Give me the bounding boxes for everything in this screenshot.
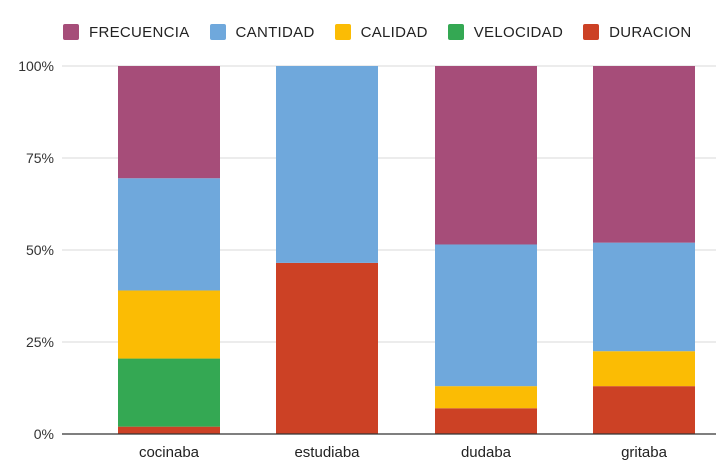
x-tick-label: cocinaba <box>139 444 200 461</box>
bar-dudaba-calidad[interactable] <box>435 386 537 409</box>
legend-label: DURACION <box>609 23 692 41</box>
y-tick-label: 75% <box>26 150 54 166</box>
bar-estudiaba-duracion[interactable] <box>276 262 378 434</box>
legend-label: CANTIDAD <box>235 23 315 41</box>
bar-cocinaba-cantidad[interactable] <box>118 178 220 291</box>
bars <box>118 66 695 434</box>
legend-swatch <box>63 24 79 40</box>
y-tick-label: 50% <box>26 242 54 258</box>
axes: 0% 25% 50% 75% 100% cocinaba estudiaba dudaba gr… <box>18 58 716 461</box>
x-tick-label: estudiaba <box>294 444 360 461</box>
bar-estudiaba-cantidad[interactable] <box>276 66 378 263</box>
legend-item-cantidad[interactable]: CANTIDAD <box>209 23 315 41</box>
legend-swatch <box>209 24 226 40</box>
legend-swatch <box>334 24 351 40</box>
bar-cocinaba-velocidad[interactable] <box>118 358 220 427</box>
bar-gritaba-duracion[interactable] <box>593 386 695 434</box>
legend-swatch <box>447 24 464 40</box>
bar-dudaba-duracion[interactable] <box>435 408 537 434</box>
bar-dudaba-cantidad[interactable] <box>435 244 537 387</box>
bar-cocinaba-duracion[interactable] <box>118 426 220 434</box>
x-tick-label: dudaba <box>461 444 512 461</box>
bar-gritaba-calidad[interactable] <box>593 351 695 387</box>
bar-cocinaba-frecuencia[interactable] <box>118 66 220 179</box>
legend-swatch <box>583 24 600 40</box>
y-tick-label: 0% <box>34 426 54 442</box>
legend-label: CALIDAD <box>360 23 428 41</box>
legend-item-velocidad[interactable]: VELOCIDAD <box>447 23 564 41</box>
legend-item-frecuencia[interactable]: FRECUENCIA <box>63 24 190 41</box>
bar-gritaba-cantidad[interactable] <box>593 242 695 352</box>
chart-legend: FRECUENCIA CANTIDAD CALIDAD VELOCIDAD DURACI… <box>63 20 712 44</box>
legend-label: FRECUENCIA <box>89 23 190 41</box>
bar-gritaba-frecuencia[interactable] <box>593 66 695 243</box>
legend-item-calidad[interactable]: CALIDAD <box>334 23 428 41</box>
y-tick-label: 100% <box>18 58 54 74</box>
bar-dudaba-frecuencia[interactable] <box>435 66 537 245</box>
legend-item-duracion[interactable]: DURACION <box>583 24 691 41</box>
y-tick-label: 25% <box>26 334 54 350</box>
legend-label: VELOCIDAD <box>473 23 564 41</box>
x-tick-label: gritaba <box>621 444 668 461</box>
bar-cocinaba-calidad[interactable] <box>118 290 220 359</box>
